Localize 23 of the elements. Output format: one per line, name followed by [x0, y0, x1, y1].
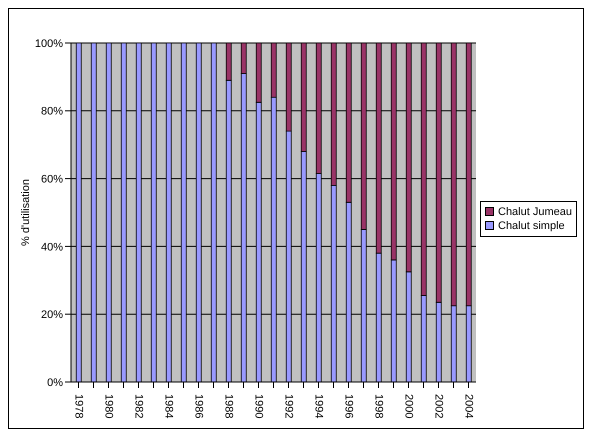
y-tick-label: 100%: [34, 38, 64, 50]
legend-label: Chalut simple: [498, 220, 565, 232]
y-axis-title: % d'utilisation: [20, 179, 32, 246]
x-tick-label: 1978: [72, 394, 84, 418]
y-tick-label: 0%: [47, 376, 64, 389]
x-tick-label: 2000: [402, 394, 414, 418]
x-tick-label: 1984: [162, 394, 174, 418]
x-tick-label: 1982: [132, 394, 144, 418]
y-tick-label: 20%: [40, 309, 64, 322]
x-tick-label: 1990: [252, 394, 264, 418]
x-tick-label: 1980: [102, 394, 114, 418]
y-tick-label: 80%: [40, 106, 64, 118]
legend-label: Chalut Jumeau: [498, 206, 572, 218]
x-tick-label: 1994: [312, 394, 324, 418]
x-tick-label: 1996: [342, 394, 354, 418]
y-tick-label: 40%: [40, 241, 64, 254]
x-tick-label: 1988: [222, 394, 234, 418]
y-tick-label: 60%: [40, 174, 64, 186]
x-tick-label: 1998: [372, 394, 384, 418]
x-tick-label: 1992: [282, 394, 294, 418]
x-tick-label: 1986: [192, 394, 204, 418]
x-tick-label: 2004: [462, 394, 474, 418]
x-tick-label: 2002: [432, 394, 444, 418]
